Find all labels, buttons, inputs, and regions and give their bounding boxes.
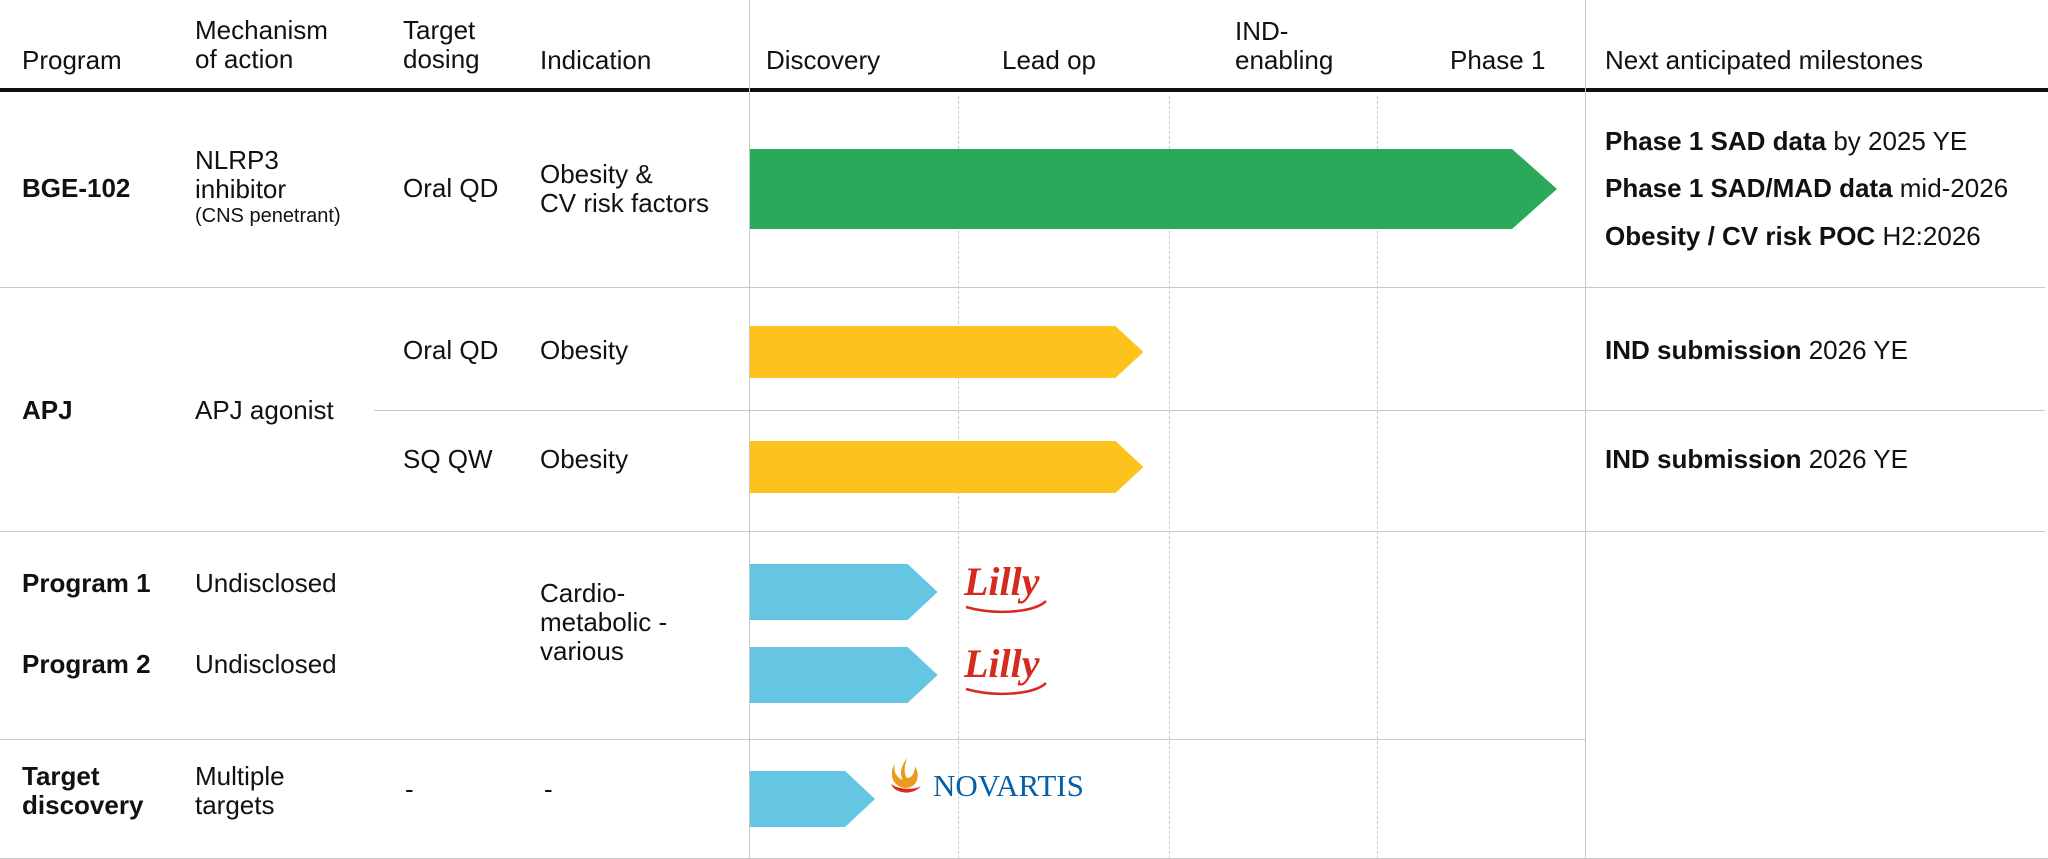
lilly-logo: Lilly xyxy=(963,641,1047,696)
program-line2: discovery xyxy=(22,790,144,820)
header-rule xyxy=(0,88,2048,92)
milestone-bge-1: Phase 1 SAD data by 2025 YE xyxy=(1605,127,1967,156)
novartis-logo-text: NOVARTIS xyxy=(933,768,1084,803)
mechanism-apj: APJ agonist xyxy=(195,395,334,425)
row-divider xyxy=(0,739,1586,740)
header-discovery: Discovery xyxy=(766,45,881,75)
indication-apj-oral: Obesity xyxy=(540,335,629,365)
indication-line1: Obesity & xyxy=(540,159,653,189)
mechanism-target-discovery: Multiple targets xyxy=(195,762,285,820)
milestone-apj-oral: IND submission 2026 YE xyxy=(1605,336,1908,365)
milestone-bold: Obesity / CV risk POC xyxy=(1605,221,1876,251)
novartis-logo: NOVARTIS xyxy=(891,758,1084,803)
pipeline-bar-program-2 xyxy=(750,647,938,703)
stage-divider xyxy=(749,0,750,859)
lilly-logo-text: Lilly xyxy=(963,641,1040,686)
indication-line1: Cardio- xyxy=(540,578,626,608)
program-2: Program 2 xyxy=(22,649,151,679)
header-ind-line2: enabling xyxy=(1235,45,1334,75)
header-program: Program xyxy=(22,45,122,75)
header-dosing-line1: Target xyxy=(403,15,476,45)
header-mechanism-line1: Mechanism xyxy=(195,15,328,45)
pipeline-bar-bge-102-oral-qd xyxy=(750,149,1557,229)
stage-gridline xyxy=(1377,96,1378,859)
header-ind-line1: IND- xyxy=(1235,16,1289,46)
indication-bge-102: Obesity & CV risk factors xyxy=(540,160,709,218)
indication-programs: Cardio- metabolic - various xyxy=(540,579,667,666)
header-lead-op: Lead op xyxy=(1002,45,1096,75)
milestone-apj-sq: IND submission 2026 YE xyxy=(1605,445,1908,474)
header-mechanism: Mechanism of action xyxy=(195,16,328,74)
mechanism-program-2: Undisclosed xyxy=(195,649,337,679)
indication-line3: various xyxy=(540,636,624,666)
pipeline-bar-apj-sq-qw xyxy=(750,441,1144,493)
mechanism-line2: inhibitor xyxy=(195,174,287,204)
milestone-rest: by 2025 YE xyxy=(1826,126,1968,156)
program-bge-102: BGE-102 xyxy=(22,173,131,203)
milestone-rest: mid-2026 xyxy=(1892,173,2009,203)
header-dosing: Target dosing xyxy=(403,16,480,74)
indication-line2: metabolic - xyxy=(540,607,668,637)
header-ind-enabling: IND- enabling xyxy=(1235,17,1333,75)
header-mechanism-line2: of action xyxy=(195,44,294,74)
lilly-logo-text: Lilly xyxy=(963,559,1040,604)
milestone-bge-3: Obesity / CV risk POC H2:2026 xyxy=(1605,222,1981,251)
mechanism-line1: NLRP3 xyxy=(195,145,279,175)
mechanism-program-1: Undisclosed xyxy=(195,568,337,598)
indication-target-discovery: - xyxy=(544,774,553,804)
pipeline-bar-program-1 xyxy=(750,564,938,620)
milestone-rest: H2:2026 xyxy=(1875,221,1981,251)
program-1: Program 1 xyxy=(22,568,151,598)
indication-line2: CV risk factors xyxy=(540,188,710,218)
milestone-bold: Phase 1 SAD data xyxy=(1605,126,1827,156)
dosing-bge-102: Oral QD xyxy=(403,173,499,203)
mechanism-bge-102: NLRP3 inhibitor (CNS penetrant) xyxy=(195,146,341,228)
milestone-divider xyxy=(1585,0,1586,859)
program-apj: APJ xyxy=(22,395,73,425)
novartis-hand-icon xyxy=(891,784,921,793)
header-milestones: Next anticipated milestones xyxy=(1605,45,1923,75)
dosing-apj-oral: Oral QD xyxy=(403,335,499,365)
row-divider xyxy=(0,531,2045,532)
header-indication: Indication xyxy=(540,45,652,75)
stage-gridline xyxy=(1169,96,1170,859)
mechanism-line1: Multiple xyxy=(195,761,285,791)
milestone-bold: IND submission xyxy=(1605,444,1802,474)
pipeline-bar-apj-oral-qd xyxy=(750,326,1144,378)
mechanism-line2: targets xyxy=(195,790,275,820)
sub-row-divider xyxy=(374,410,2045,411)
milestone-rest: 2026 YE xyxy=(1801,444,1908,474)
dosing-target-discovery: - xyxy=(405,774,414,804)
program-line1: Target xyxy=(22,761,100,791)
lilly-logo: Lilly xyxy=(963,559,1047,614)
indication-apj-sq: Obesity xyxy=(540,444,629,474)
pipeline-bar-target-discovery xyxy=(750,771,876,827)
dosing-apj-sq: SQ QW xyxy=(403,444,493,474)
pipeline-bars xyxy=(750,149,1557,827)
header-dosing-line2: dosing xyxy=(403,44,480,74)
program-target-discovery: Target discovery xyxy=(22,762,143,820)
mechanism-note: (CNS penetrant) xyxy=(195,205,341,227)
milestone-rest: 2026 YE xyxy=(1801,335,1908,365)
lilly-swash xyxy=(965,682,1047,696)
milestone-bold: IND submission xyxy=(1605,335,1802,365)
milestone-bge-2: Phase 1 SAD/MAD data mid-2026 xyxy=(1605,174,2008,203)
milestone-bold: Phase 1 SAD/MAD data xyxy=(1605,173,1893,203)
header-phase1: Phase 1 xyxy=(1450,45,1546,75)
row-divider xyxy=(0,287,2045,288)
lilly-swash xyxy=(965,600,1047,614)
novartis-flame-icon xyxy=(891,758,918,788)
